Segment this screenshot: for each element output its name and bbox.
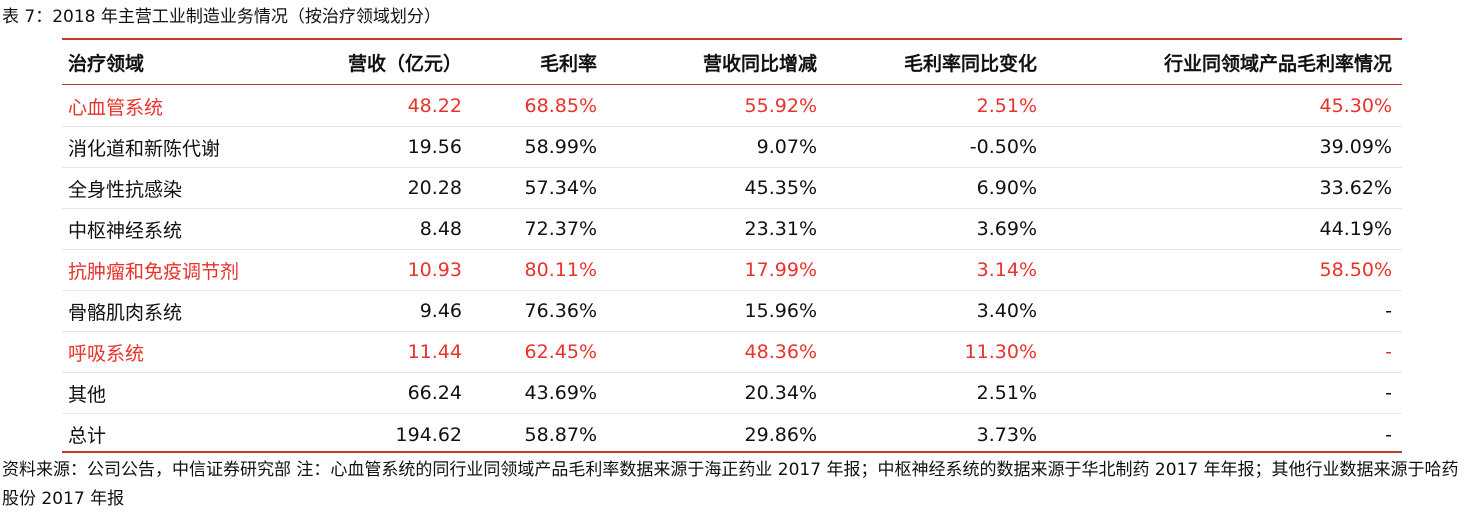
cell-margin-yoy: 3.73%	[976, 423, 1037, 446]
cell-revenue-yoy: 9.07%	[756, 136, 817, 158]
cell-industry-margin: -	[1385, 382, 1392, 404]
cell-industry-margin: 45.30%	[1319, 95, 1392, 117]
cell-margin-yoy: 2.51%	[976, 95, 1037, 117]
cell-domain: 中枢神经系统	[68, 219, 183, 242]
column-header-industry-margin: 行业同领域产品毛利率情况	[1163, 52, 1392, 75]
cell-margin-yoy: 3.40%	[976, 300, 1037, 322]
cell-domain: 心血管系统	[68, 96, 164, 119]
cell-revenue: 19.56	[407, 136, 462, 158]
table-row: 抗肿瘤和免疫调节剂 10.93 80.11% 17.99% 3.14% 58.50%	[62, 250, 1402, 291]
cell-gross-margin: 62.45%	[524, 341, 597, 363]
source-note: 资料来源：公司公告，中信证券研究部 注：心血管系统的同行业同领域产品毛利率数据来…	[2, 460, 1459, 509]
cell-gross-margin: 58.87%	[524, 423, 597, 446]
cell-margin-yoy: -0.50%	[969, 136, 1037, 158]
cell-margin-yoy: 6.90%	[976, 177, 1037, 199]
cell-gross-margin: 80.11%	[524, 259, 597, 281]
table-row: 其他 66.24 43.69% 20.34% 2.51% -	[62, 373, 1402, 414]
table-row: 消化道和新陈代谢 19.56 58.99% 9.07% -0.50% 39.09%	[62, 127, 1402, 168]
cell-revenue: 66.24	[407, 382, 462, 404]
cell-domain: 抗肿瘤和免疫调节剂	[68, 260, 240, 283]
cell-gross-margin: 76.36%	[524, 300, 597, 322]
cell-gross-margin: 43.69%	[524, 382, 597, 404]
table-row: 全身性抗感染 20.28 57.34% 45.35% 6.90% 33.62%	[62, 168, 1402, 209]
cell-revenue: 11.44	[407, 341, 462, 363]
table-row: 呼吸系统 11.44 62.45% 48.36% 11.30% -	[62, 332, 1402, 373]
cell-revenue-yoy: 23.31%	[744, 218, 817, 240]
cell-industry-margin: 33.62%	[1319, 177, 1392, 199]
cell-revenue-yoy: 48.36%	[744, 341, 817, 363]
cell-revenue: 48.22	[407, 95, 462, 117]
cell-gross-margin: 72.37%	[524, 218, 597, 240]
cell-revenue: 9.46	[419, 300, 462, 322]
table-row: 骨骼肌肉系统 9.46 76.36% 15.96% 3.40% -	[62, 291, 1402, 332]
cell-gross-margin: 68.85%	[524, 95, 597, 117]
cell-revenue-yoy: 15.96%	[744, 300, 817, 322]
cell-revenue: 194.62	[395, 423, 462, 446]
cell-domain: 总计	[68, 425, 107, 447]
cell-domain: 骨骼肌肉系统	[68, 301, 183, 324]
column-header-margin-yoy: 毛利率同比变化	[903, 52, 1037, 75]
column-header-gross-margin: 毛利率	[539, 52, 597, 75]
cell-revenue: 10.93	[407, 259, 462, 281]
table-header-row: 治疗领域 营收（亿元） 毛利率 营收同比增减 毛利率同比变化 行业同领域产品毛利…	[62, 42, 1402, 82]
cell-margin-yoy: 3.69%	[976, 218, 1037, 240]
cell-industry-margin: 58.50%	[1319, 259, 1392, 281]
cell-industry-margin: 44.19%	[1319, 218, 1392, 240]
cell-revenue: 8.48	[419, 218, 462, 240]
cell-gross-margin: 58.99%	[524, 136, 597, 158]
cell-revenue-yoy: 45.35%	[744, 177, 817, 199]
cell-margin-yoy: 2.51%	[976, 382, 1037, 404]
cell-domain: 呼吸系统	[68, 342, 145, 365]
cell-industry-margin: 39.09%	[1319, 136, 1392, 158]
table-bottom-rule	[62, 451, 1402, 453]
cell-revenue-yoy: 20.34%	[744, 382, 817, 404]
table-header-rule	[62, 84, 1402, 85]
cell-industry-margin: -	[1385, 300, 1392, 322]
cell-revenue: 20.28	[407, 177, 462, 199]
table-top-rule	[62, 38, 1402, 40]
cell-industry-margin: -	[1385, 423, 1392, 446]
cell-gross-margin: 57.34%	[524, 177, 597, 199]
column-header-revenue-yoy: 营收同比增减	[702, 52, 817, 75]
table-row: 总计 194.62 58.87% 29.86% 3.73% -	[62, 414, 1402, 455]
cell-domain: 消化道和新陈代谢	[68, 137, 221, 160]
cell-revenue-yoy: 17.99%	[744, 259, 817, 281]
cell-domain: 全身性抗感染	[68, 178, 183, 201]
cell-margin-yoy: 3.14%	[976, 259, 1037, 281]
cell-revenue-yoy: 55.92%	[744, 95, 817, 117]
column-header-revenue: 营收（亿元）	[347, 52, 462, 75]
table-caption: 表 7：2018 年主营工业制造业务情况（按治疗领域划分）	[2, 7, 441, 27]
cell-revenue-yoy: 29.86%	[744, 423, 817, 446]
cell-industry-margin: -	[1385, 341, 1392, 363]
column-header-domain: 治疗领域	[68, 52, 145, 75]
cell-domain: 其他	[68, 383, 107, 406]
table-row: 心血管系统 48.22 68.85% 55.92% 2.51% 45.30%	[62, 86, 1402, 127]
table-row: 中枢神经系统 8.48 72.37% 23.31% 3.69% 44.19%	[62, 209, 1402, 250]
cell-margin-yoy: 11.30%	[964, 341, 1037, 363]
